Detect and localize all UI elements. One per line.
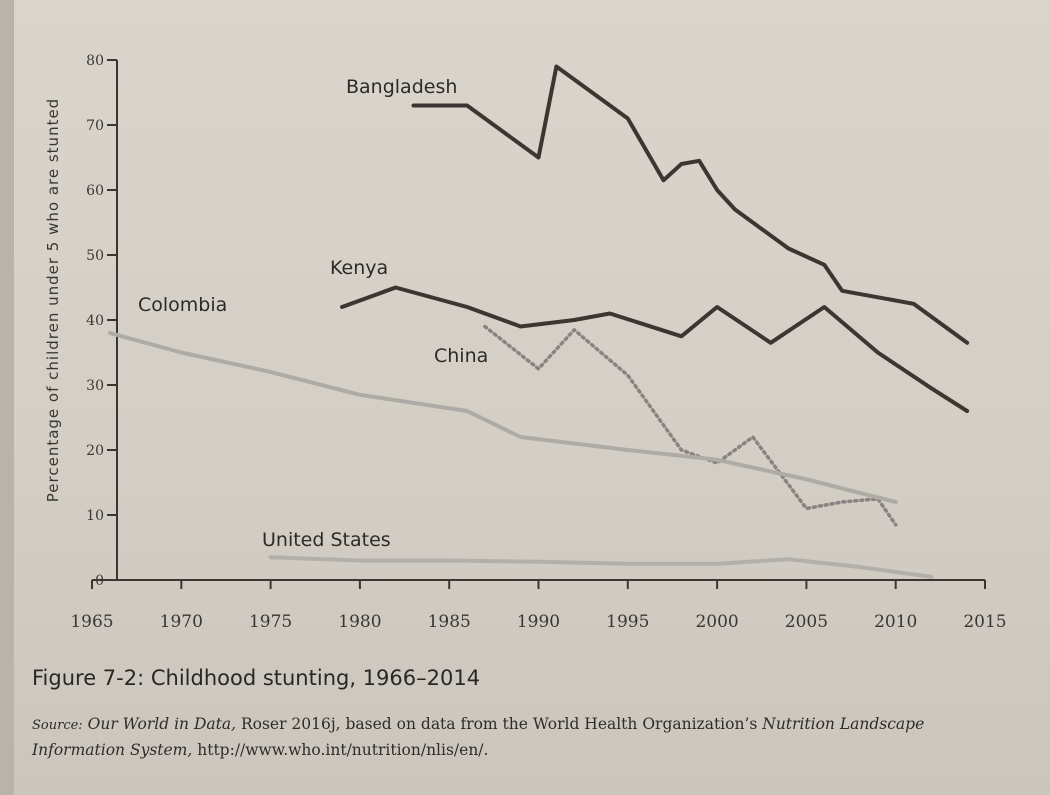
y-tick-label-10: 10 — [86, 508, 104, 524]
x-tick-label-1970: 1970 — [160, 612, 203, 632]
series-label-colombia: Colombia — [138, 294, 227, 316]
figure-source: Source: Our World in Data, Roser 2016j, … — [32, 712, 1012, 762]
series-label-china: China — [434, 345, 488, 367]
x-tick-label-2000: 2000 — [695, 612, 738, 632]
source-text: Roser 2016j, based on data from the Worl… — [236, 715, 763, 733]
series-line-kenya — [340, 285, 970, 413]
y-tick-label-50: 50 — [86, 248, 104, 264]
y-tick-label-60: 60 — [86, 183, 104, 199]
x-tick-label-1975: 1975 — [249, 612, 292, 632]
y-tick-label-0: 0 — [95, 573, 104, 589]
x-tick-label-1985: 1985 — [428, 612, 471, 632]
figure-caption: Figure 7-2: Childhood stunting, 1966–201… — [32, 666, 481, 690]
series-label-united-states: United States — [262, 529, 391, 551]
source-url: http://www.who.int/nutrition/nlis/en/. — [192, 741, 489, 759]
book-page — [14, 0, 1050, 795]
source-label: Source: — [32, 718, 83, 733]
x-tick-label-1965: 1965 — [70, 612, 113, 632]
y-tick-label-30: 30 — [86, 378, 104, 394]
series-label-bangladesh: Bangladesh — [346, 76, 457, 98]
x-tick-label-2015: 2015 — [963, 612, 1006, 632]
y-tick-label-80: 80 — [86, 53, 104, 69]
x-tick-label-1995: 1995 — [606, 612, 649, 632]
source-title2: Nutrition Landscape Information System, — [32, 715, 925, 759]
y-axis-label: Percentage of children under 5 who are s… — [44, 98, 62, 502]
y-tick-label-40: 40 — [86, 313, 104, 329]
series-line-bangladesh — [411, 64, 970, 345]
source-title: Our World in Data, — [87, 715, 237, 733]
series-label-kenya: Kenya — [330, 257, 388, 279]
series-line-china — [483, 324, 898, 527]
stunting-line-chart: 1965 1970 1975 1980 1985 1990 1995 2000 2005 2010… — [44, 53, 1007, 632]
x-tick-label-2010: 2010 — [874, 612, 917, 632]
series-line-united-states — [268, 555, 934, 579]
y-tick-label-20: 20 — [86, 443, 104, 459]
y-tick-label-70: 70 — [86, 118, 104, 134]
x-tick-label-2005: 2005 — [785, 612, 828, 632]
x-tick-label-1980: 1980 — [338, 612, 381, 632]
x-tick-label-1990: 1990 — [517, 612, 560, 632]
series-line-colombia — [107, 331, 898, 504]
